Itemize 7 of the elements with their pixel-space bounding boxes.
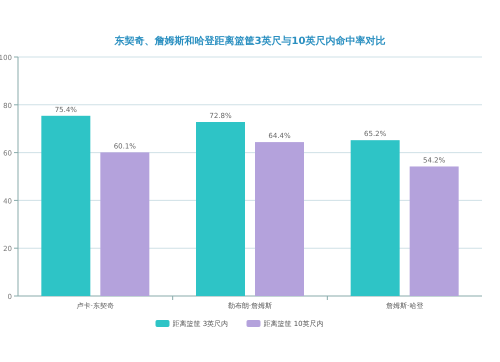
bar: [410, 166, 459, 296]
bar: [255, 142, 304, 296]
bar: [41, 116, 90, 296]
chart-title: 东契奇、詹姆斯和哈登距离篮筐3英尺与10英尺内命中率对比: [114, 35, 386, 47]
bar: [196, 122, 245, 296]
bar: [100, 152, 150, 296]
bar: [350, 140, 400, 296]
